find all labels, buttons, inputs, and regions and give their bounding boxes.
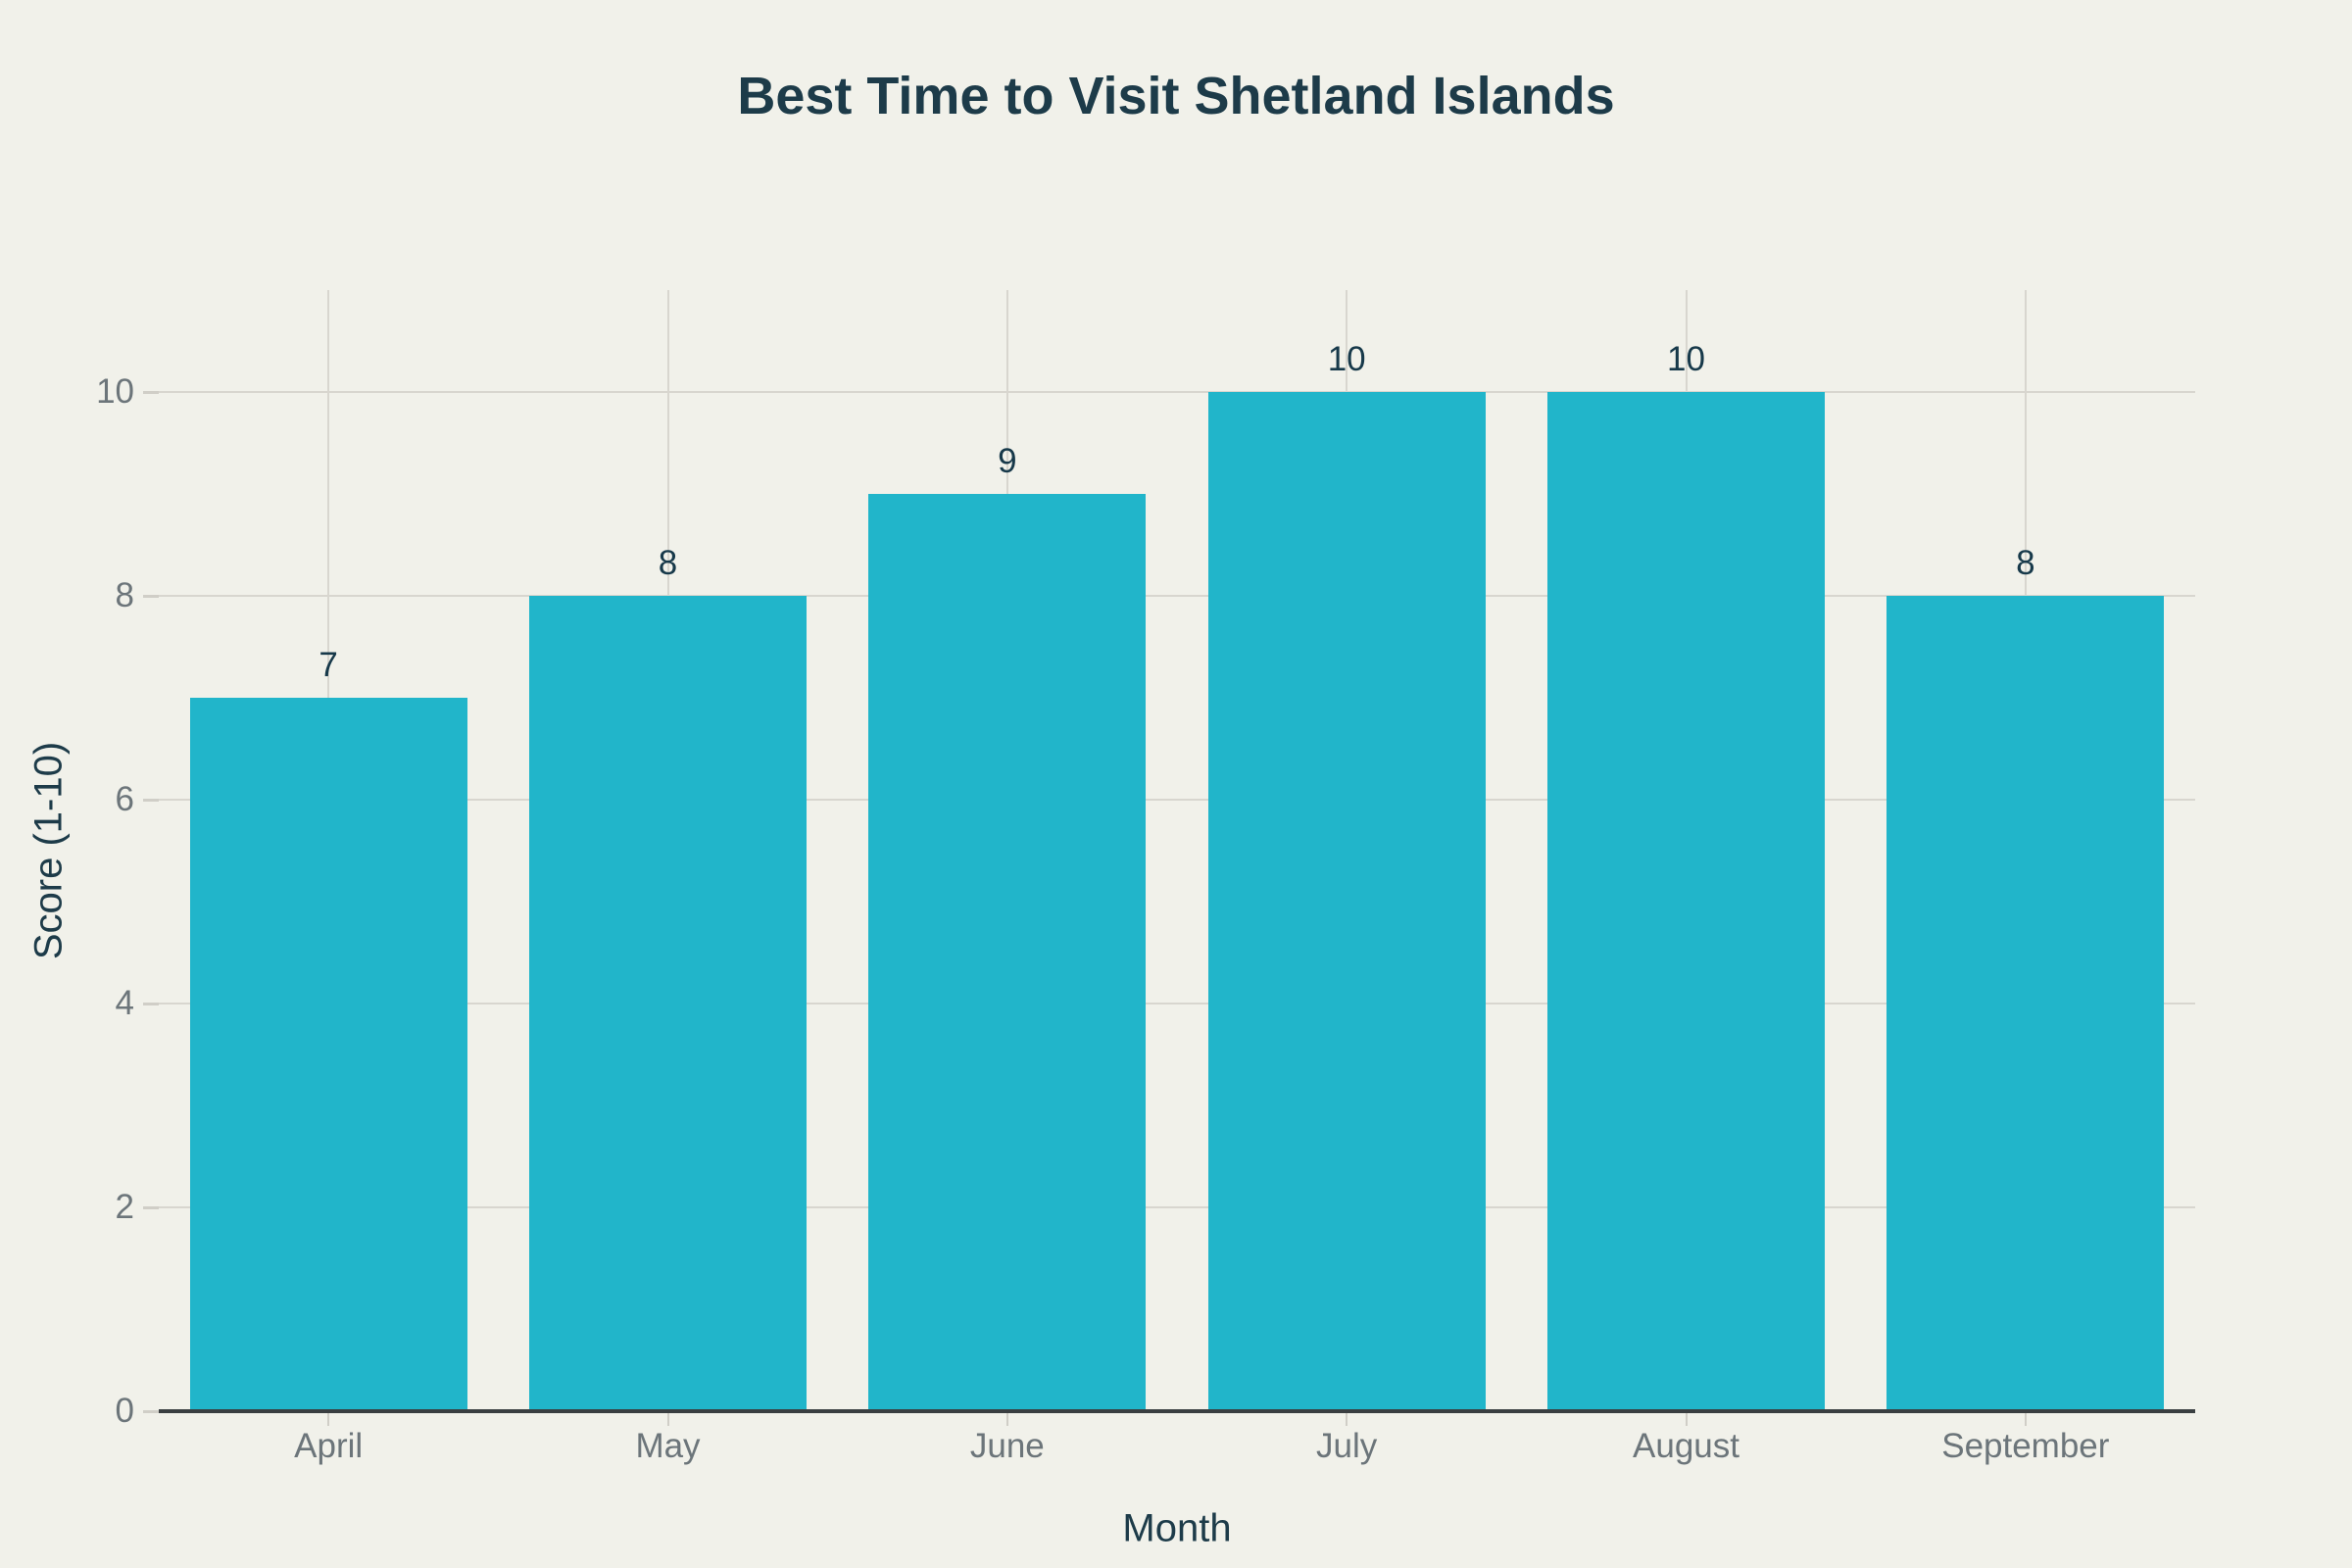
- y-gridline: [159, 799, 2195, 801]
- bar-september: [1886, 596, 2165, 1411]
- y-tick-label: 0: [115, 1392, 134, 1430]
- y-tick-label: 6: [115, 780, 134, 818]
- y-tick-mark: [143, 1410, 159, 1413]
- y-tick-mark: [143, 1003, 159, 1005]
- bar-july: [1207, 392, 1486, 1411]
- bar-value-label: 10: [1327, 340, 1366, 378]
- x-tick-mark: [666, 1413, 669, 1426]
- plot-area: 0 2 4 6 8 10 7 April 8 May 9 June 10 July 10 August 8 Sep…: [96, 290, 2195, 1465]
- bar-value-label: 8: [658, 544, 678, 582]
- bar-value-label: 8: [2016, 544, 2035, 582]
- x-tick-mark: [1685, 1413, 1688, 1426]
- y-gridline: [159, 595, 2195, 597]
- y-tick-mark: [143, 391, 159, 394]
- x-tick-label: May: [635, 1427, 701, 1465]
- y-tick-mark: [143, 1206, 159, 1209]
- bar-april: [189, 698, 467, 1411]
- y-tick-mark: [143, 799, 159, 802]
- y-tick-label: 4: [115, 984, 134, 1022]
- y-gridline: [159, 1003, 2195, 1004]
- y-axis-title: Score (1-10): [26, 741, 71, 960]
- y-tick-mark: [143, 595, 159, 598]
- y-tick-label: 2: [115, 1188, 134, 1226]
- x-tick-label: September: [1941, 1427, 2110, 1465]
- x-tick-mark: [2024, 1413, 2027, 1426]
- y-tick-label: 10: [96, 372, 134, 411]
- x-axis-title: Month: [1122, 1506, 1232, 1550]
- bar-value-label: 10: [1667, 340, 1705, 378]
- bar-value-label: 9: [998, 442, 1017, 480]
- y-gridline: [159, 1206, 2195, 1208]
- bar-may: [529, 596, 807, 1411]
- y-tick-label: 8: [115, 576, 134, 614]
- bar-value-label: 7: [318, 646, 338, 684]
- bar-june: [868, 494, 1147, 1411]
- y-gridline: [159, 391, 2195, 393]
- chart-title: Best Time to Visit Shetland Islands: [737, 67, 1615, 125]
- x-tick-label: April: [294, 1427, 364, 1465]
- x-tick-label: June: [969, 1427, 1045, 1465]
- x-tick-label: August: [1633, 1427, 1740, 1465]
- x-tick-mark: [1346, 1413, 1348, 1426]
- x-tick-label: July: [1316, 1427, 1378, 1465]
- x-tick-mark: [1005, 1413, 1008, 1426]
- x-axis-line: [159, 1409, 2195, 1413]
- bar-august: [1547, 392, 1825, 1411]
- x-tick-mark: [327, 1413, 330, 1426]
